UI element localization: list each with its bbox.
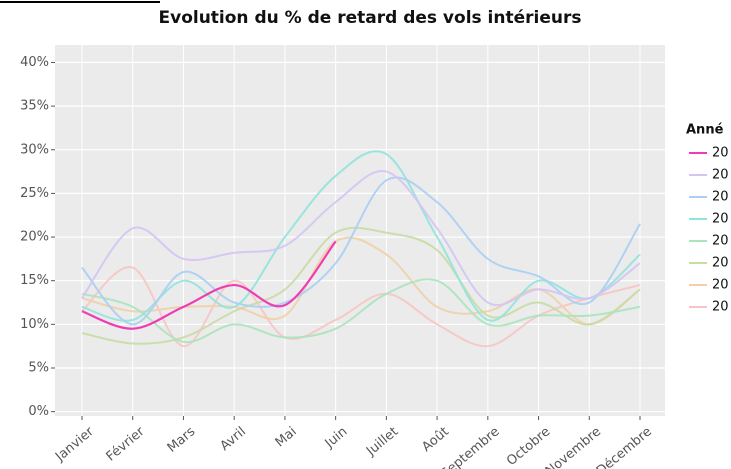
legend-label: 20 (712, 300, 729, 315)
y-tick-label: 35% (20, 99, 49, 114)
x-tick-label: Mars (165, 424, 199, 456)
y-tick-label: 30% (20, 142, 49, 157)
series-line (81, 226, 641, 345)
y-tick-label: 25% (20, 186, 49, 201)
legend-label: 20 (712, 168, 729, 183)
y-tick-label: 15% (20, 273, 49, 288)
legend-label: 20 (712, 256, 729, 271)
y-tick-label: 0% (28, 404, 49, 419)
x-tick-label: Mai (273, 424, 300, 450)
x-tick-label: Février (104, 424, 148, 465)
x-tick-label: Juin (322, 424, 351, 452)
legend-label: 20 (712, 212, 729, 227)
x-tick-label: Octobre (504, 424, 553, 469)
series-line (81, 150, 641, 322)
x-tick-label: Juillet (363, 424, 401, 459)
legend-label: 20 (712, 146, 729, 161)
y-tick-label: 10% (20, 317, 49, 332)
legend-label: 20 (712, 190, 729, 205)
x-tick-label: Janvier (52, 424, 97, 465)
chart-title: Evolution du % de retard des vols intéri… (159, 8, 582, 28)
x-tick-label: Décembre (594, 424, 655, 469)
series-line (81, 240, 337, 330)
x-tick-label: Avril (218, 424, 249, 454)
x-tick-label: Août (419, 424, 452, 455)
series-line (81, 176, 641, 326)
y-tick-label: 5% (28, 360, 49, 375)
legend-label: 20 (712, 278, 729, 293)
legend-label: 20 (712, 234, 729, 249)
series-line (81, 278, 641, 343)
y-tick-label: 40% (20, 55, 49, 70)
series-line (81, 170, 641, 307)
plot-background (55, 45, 665, 416)
legend-title: Anné (686, 123, 724, 138)
x-tick-label: Novembre (543, 424, 604, 469)
y-tick-label: 20% (20, 230, 49, 245)
